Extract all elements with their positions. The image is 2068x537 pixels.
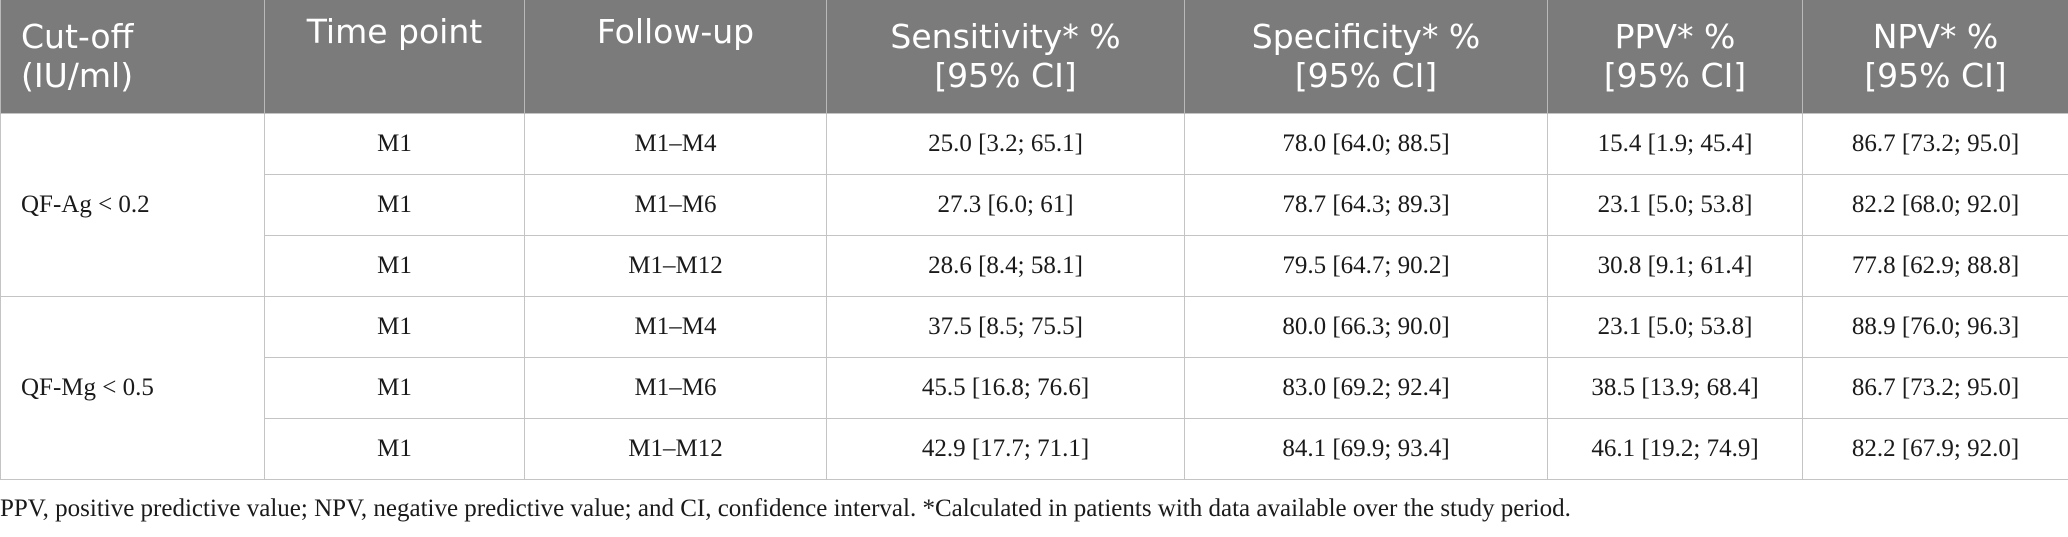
header-ppv: PPV* % [95% CI] (1547, 0, 1803, 113)
sensitivity-cell: 42.9 [17.7; 71.1] (826, 417, 1185, 480)
follow-up-cell: M1–M6 (524, 356, 827, 419)
npv-cell: 86.7 [73.2; 95.0] (1802, 356, 2068, 419)
follow-up-cell: M1–M12 (524, 234, 827, 297)
time-point-cell: M1 (264, 417, 525, 480)
header-time-point: Time point (264, 0, 525, 113)
ppv-cell: 15.4 [1.9; 45.4] (1547, 112, 1803, 175)
ppv-cell: 23.1 [5.0; 53.8] (1547, 173, 1803, 236)
table-row: M1 M1–M12 42.9 [17.7; 71.1] 84.1 [69.9; … (1, 417, 2068, 480)
specificity-cell: 83.0 [69.2; 92.4] (1184, 356, 1548, 419)
header-line: Sensitivity* % (890, 17, 1121, 57)
time-point-cell: M1 (264, 295, 525, 358)
follow-up-cell: M1–M6 (524, 173, 827, 236)
header-sensitivity: Sensitivity* % [95% CI] (826, 0, 1185, 113)
header-row: Cut-off (IU/ml) Time point Follow-up Sen… (0, 0, 2068, 113)
specificity-cell: 79.5 [64.7; 90.2] (1184, 234, 1548, 297)
results-table: Cut-off (IU/ml) Time point Follow-up Sen… (0, 0, 2068, 480)
header-specificity: Specificity* % [95% CI] (1184, 0, 1548, 113)
follow-up-cell: M1–M12 (524, 417, 827, 480)
follow-up-cell: M1–M4 (524, 112, 827, 175)
header-line: [95% CI] (1603, 56, 1747, 96)
table-row: M1 M1–M12 28.6 [8.4; 58.1] 79.5 [64.7; 9… (1, 234, 2068, 297)
ppv-cell: 38.5 [13.9; 68.4] (1547, 356, 1803, 419)
header-line: Cut-off (21, 17, 134, 57)
time-point-cell: M1 (264, 112, 525, 175)
header-line: Specificity* % (1251, 17, 1481, 57)
ppv-cell: 46.1 [19.2; 74.9] (1547, 417, 1803, 480)
specificity-cell: 84.1 [69.9; 93.4] (1184, 417, 1548, 480)
time-point-cell: M1 (264, 234, 525, 297)
header-npv: NPV* % [95% CI] (1802, 0, 2068, 113)
table-row: QF-Ag < 0.2 M1 M1–M4 25.0 [3.2; 65.1] 78… (0, 112, 2068, 297)
sensitivity-cell: 28.6 [8.4; 58.1] (826, 234, 1185, 297)
npv-cell: 77.8 [62.9; 88.8] (1802, 234, 2068, 297)
header-line: [95% CI] (1864, 56, 2007, 96)
cutoff-group-cell: QF-Mg < 0.5 (0, 295, 265, 480)
npv-cell: 86.7 [73.2; 95.0] (1802, 112, 2068, 175)
table-row: M1 M1–M6 45.5 [16.8; 76.6] 83.0 [69.2; 9… (1, 356, 2068, 419)
specificity-cell: 78.0 [64.0; 88.5] (1184, 112, 1548, 175)
table-row: QF-Mg < 0.5 M1 M1–M4 37.5 [8.5; 75.5] 80… (0, 295, 2068, 480)
header-line: [95% CI] (1294, 56, 1438, 96)
sensitivity-cell: 37.5 [8.5; 75.5] (826, 295, 1185, 358)
time-point-cell: M1 (264, 356, 525, 419)
header-line: Time point (306, 12, 483, 51)
ppv-cell: 30.8 [9.1; 61.4] (1547, 234, 1803, 297)
header-follow-up: Follow-up (524, 0, 827, 113)
specificity-cell: 78.7 [64.3; 89.3] (1184, 173, 1548, 236)
time-point-cell: M1 (264, 173, 525, 236)
header-line: [95% CI] (934, 56, 1077, 96)
header-line: PPV* % (1614, 17, 1736, 57)
npv-cell: 82.2 [67.9; 92.0] (1802, 417, 2068, 480)
header-cutoff: Cut-off (IU/ml) (0, 0, 265, 113)
header-line: Follow-up (596, 12, 755, 51)
specificity-cell: 80.0 [66.3; 90.0] (1184, 295, 1548, 358)
sensitivity-cell: 45.5 [16.8; 76.6] (826, 356, 1185, 419)
npv-cell: 88.9 [76.0; 96.3] (1802, 295, 2068, 358)
sensitivity-cell: 27.3 [6.0; 61] (826, 173, 1185, 236)
table-row: M1 M1–M6 27.3 [6.0; 61] 78.7 [64.3; 89.3… (1, 173, 2068, 236)
npv-cell: 82.2 [68.0; 92.0] (1802, 173, 2068, 236)
header-line: NPV* % (1872, 17, 1999, 57)
ppv-cell: 23.1 [5.0; 53.8] (1547, 295, 1803, 358)
sensitivity-cell: 25.0 [3.2; 65.1] (826, 112, 1185, 175)
table-footnote: PPV, positive predictive value; NPV, neg… (0, 495, 1571, 522)
header-line: (IU/ml) (21, 56, 134, 96)
cutoff-group-cell: QF-Ag < 0.2 (0, 112, 265, 297)
follow-up-cell: M1–M4 (524, 295, 827, 358)
